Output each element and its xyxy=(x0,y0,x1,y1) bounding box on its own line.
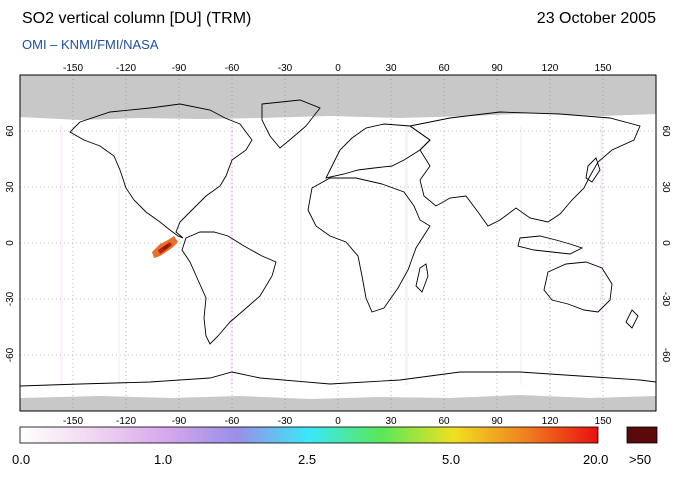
longitude-label-bottom: 30 xyxy=(385,416,397,427)
so2-plume xyxy=(152,236,178,258)
longitude-label-bottom: -120 xyxy=(116,416,136,427)
madagascar-coast xyxy=(415,263,429,293)
southeast-asia-islands xyxy=(517,235,584,255)
longitude-labels-top: -150 -120 -90 -60 -30 0 30 60 90 120 150 xyxy=(63,63,612,74)
colorbar xyxy=(19,426,599,444)
colorbar-label-3: 5.0 xyxy=(442,452,461,467)
latitude-label-left: 0 xyxy=(5,240,16,246)
latitude-label-right: -60 xyxy=(660,348,671,363)
so2-plume-peak xyxy=(162,244,169,250)
north-america-coast xyxy=(69,103,253,239)
longitude-label-top: 120 xyxy=(542,63,559,74)
colorbar-label-5: >50 xyxy=(629,452,652,467)
longitude-label-bottom: -30 xyxy=(278,416,293,427)
africa-coast xyxy=(307,177,431,313)
longitude-label-bottom: 0 xyxy=(335,416,341,427)
antarctica-coast xyxy=(20,371,656,387)
background-noise xyxy=(60,125,603,385)
no-data-arctic xyxy=(20,75,656,120)
latitude-label-right: 60 xyxy=(660,125,671,137)
south-america-coast xyxy=(181,231,277,345)
graticule xyxy=(20,75,656,411)
longitude-labels-bottom: -150 -120 -90 -60 -30 0 30 60 90 120 150 xyxy=(63,416,612,427)
map-credit: OMI – KNMI/FMI/NASA xyxy=(22,37,159,52)
australia-coast xyxy=(543,261,613,313)
longitude-label-bottom: 90 xyxy=(491,416,503,427)
longitude-label-top: -150 xyxy=(63,63,83,74)
map-title: SO2 vertical column [DU] (TRM) xyxy=(22,10,252,27)
longitude-label-bottom: -60 xyxy=(225,416,240,427)
latitude-label-left: -30 xyxy=(5,291,16,306)
longitude-label-top: 0 xyxy=(335,63,341,74)
asia-coast xyxy=(408,111,641,227)
longitude-label-bottom: -150 xyxy=(63,416,83,427)
latitude-labels-left: 60 30 0 -30 -60 xyxy=(5,125,16,362)
latitude-label-left: -60 xyxy=(5,347,16,362)
latitude-labels-right: 60 30 0 -30 -60 xyxy=(660,125,671,362)
longitude-label-bottom: -90 xyxy=(172,416,187,427)
longitude-label-bottom: 60 xyxy=(438,416,450,427)
new-zealand-coast xyxy=(625,309,639,329)
latitude-label-right: 30 xyxy=(660,181,671,193)
longitude-label-bottom: 120 xyxy=(542,416,559,427)
colorbar-overflow-swatch xyxy=(626,426,658,444)
colorbar-label-4: 20.0 xyxy=(583,452,609,467)
longitude-label-top: 90 xyxy=(491,63,503,74)
latitude-label-left: 30 xyxy=(5,181,16,193)
greenland-coast xyxy=(261,99,321,149)
longitude-label-bottom: 150 xyxy=(595,416,612,427)
colorbar-label-2: 2.5 xyxy=(298,452,317,467)
colorbar-label-1: 1.0 xyxy=(154,452,173,467)
longitude-label-top: 60 xyxy=(438,63,450,74)
map-frame xyxy=(19,74,657,412)
map-date: 23 October 2005 xyxy=(536,10,656,27)
latitude-label-left: 60 xyxy=(5,125,16,137)
japan-coast xyxy=(585,157,601,183)
latitude-label-right: 0 xyxy=(660,240,671,246)
longitude-label-top: -30 xyxy=(278,63,293,74)
coastlines xyxy=(20,99,656,387)
longitude-label-top: -120 xyxy=(116,63,136,74)
longitude-label-top: -60 xyxy=(225,63,240,74)
longitude-label-top: 150 xyxy=(595,63,612,74)
longitude-label-top: -90 xyxy=(172,63,187,74)
longitude-label-top: 30 xyxy=(385,63,397,74)
latitude-label-right: -30 xyxy=(660,292,671,307)
colorbar-label-0: 0.0 xyxy=(12,452,31,467)
